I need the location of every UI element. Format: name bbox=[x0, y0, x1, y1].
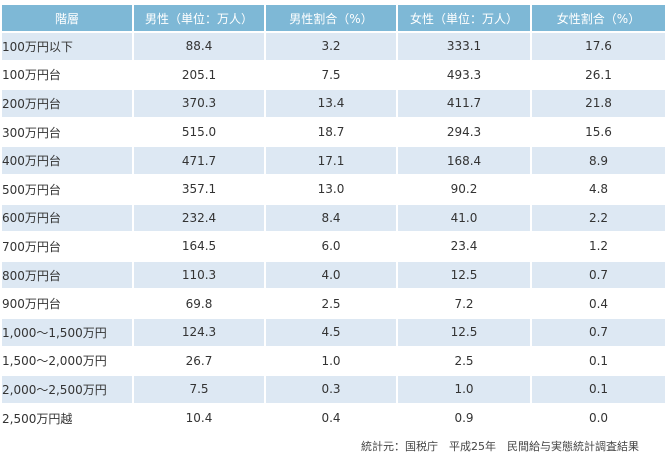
table-row: 700万円台 164.5 6.0 23.4 1.2 bbox=[2, 233, 665, 260]
row-female-count: 294.3 bbox=[446, 125, 482, 140]
row-male-ratio: 13.0 bbox=[317, 182, 345, 197]
header-female-ratio: 女性割合（%） bbox=[532, 5, 665, 31]
table-row: 900万円台 69.8 2.5 7.2 0.4 bbox=[2, 290, 665, 317]
row-male-count: 205.1 bbox=[181, 67, 217, 82]
row-female-count: 7.2 bbox=[454, 296, 474, 311]
row-male-count: 357.1 bbox=[181, 182, 217, 197]
row-female-count: 41.0 bbox=[398, 204, 530, 232]
row-bracket: 400万円台 bbox=[2, 147, 132, 174]
row-bracket: 800万円台 bbox=[2, 261, 132, 289]
row-male-ratio: 7.5 bbox=[321, 67, 341, 82]
row-female-ratio: 0.1 bbox=[532, 376, 665, 403]
row-female-ratio: 17.6 bbox=[532, 33, 665, 60]
row-male-ratio: 13.4 bbox=[266, 90, 396, 117]
table-row: 600万円台 232.4 8.4 41.0 2.2 bbox=[2, 204, 665, 232]
row-male-ratio: 4.0 bbox=[266, 261, 396, 289]
row-male-count: 69.8 bbox=[185, 296, 213, 311]
header-income-bracket: 階層 bbox=[2, 5, 132, 31]
row-female-count: 168.4 bbox=[398, 147, 530, 174]
row-bracket: 2,500万円越 bbox=[2, 411, 73, 426]
row-male-ratio: 4.5 bbox=[266, 318, 396, 346]
row-female-ratio: 0.1 bbox=[588, 353, 609, 368]
row-male-count: 88.4 bbox=[134, 33, 264, 60]
table-row: 100万円以下 88.4 3.2 333.1 17.6 bbox=[2, 33, 665, 60]
row-bracket: 2,000～2,500万円 bbox=[2, 376, 132, 403]
table-row: 400万円台 471.7 17.1 168.4 8.9 bbox=[2, 147, 665, 174]
row-bracket: 1,000～1,500万円 bbox=[2, 318, 132, 346]
row-bracket: 900万円台 bbox=[2, 297, 61, 312]
row-male-count: 110.3 bbox=[134, 261, 264, 289]
table-row: 100万円台 205.1 7.5 493.3 26.1 bbox=[2, 62, 665, 89]
table-row: 2,000～2,500万円 7.5 0.3 1.0 0.1 bbox=[2, 376, 665, 403]
row-male-ratio: 17.1 bbox=[266, 147, 396, 174]
income-distribution-table: 階層 男性（単位：万人） 男性割合（%） 女性（単位：万人） 女性割合（%） 1… bbox=[0, 3, 665, 433]
table-row: 800万円台 110.3 4.0 12.5 0.7 bbox=[2, 261, 665, 289]
row-male-count: 515.0 bbox=[181, 125, 217, 140]
row-bracket: 1,500～2,000万円 bbox=[2, 354, 107, 369]
source-note: 統計元：国税庁 平成25年 民間給与実態統計調査結果 bbox=[361, 440, 639, 453]
row-female-ratio: 0.7 bbox=[532, 318, 665, 346]
row-bracket: 300万円台 bbox=[2, 125, 61, 140]
table-row: 1,500～2,000万円 26.7 1.0 2.5 0.1 bbox=[2, 348, 665, 375]
table-row: 1,000～1,500万円 124.3 4.5 12.5 0.7 bbox=[2, 318, 665, 346]
table-row: 300万円台 515.0 18.7 294.3 15.6 bbox=[2, 119, 665, 146]
row-female-ratio: 4.8 bbox=[588, 182, 609, 197]
row-female-count: 23.4 bbox=[450, 239, 478, 254]
row-female-count: 90.2 bbox=[450, 182, 478, 197]
header-female-count: 女性（単位：万人） bbox=[398, 5, 530, 31]
row-female-count: 0.9 bbox=[454, 411, 474, 426]
row-male-count: 10.4 bbox=[185, 411, 213, 426]
row-female-ratio: 0.0 bbox=[588, 411, 609, 426]
row-bracket: 600万円台 bbox=[2, 204, 132, 232]
row-bracket: 700万円台 bbox=[2, 239, 61, 254]
row-female-count: 2.5 bbox=[454, 353, 474, 368]
row-bracket: 200万円台 bbox=[2, 90, 132, 117]
row-female-ratio: 26.1 bbox=[585, 67, 612, 82]
row-male-count: 124.3 bbox=[134, 318, 264, 346]
row-female-ratio: 2.2 bbox=[532, 204, 665, 232]
row-female-count: 1.0 bbox=[398, 376, 530, 403]
row-male-ratio: 2.5 bbox=[321, 296, 341, 311]
header-male-count: 男性（単位：万人） bbox=[134, 5, 264, 31]
row-male-count: 26.7 bbox=[185, 353, 213, 368]
income-table-container: 階層 男性（単位：万人） 男性割合（%） 女性（単位：万人） 女性割合（%） 1… bbox=[0, 3, 665, 433]
row-male-count: 7.5 bbox=[134, 376, 264, 403]
row-bracket: 100万円台 bbox=[2, 68, 61, 83]
row-female-count: 493.3 bbox=[446, 67, 482, 82]
row-female-ratio: 0.7 bbox=[532, 261, 665, 289]
row-male-ratio: 18.7 bbox=[317, 125, 345, 140]
row-male-count: 370.3 bbox=[134, 90, 264, 117]
row-male-ratio: 0.3 bbox=[266, 376, 396, 403]
row-male-ratio: 6.0 bbox=[321, 239, 341, 254]
table-row: 200万円台 370.3 13.4 411.7 21.8 bbox=[2, 90, 665, 117]
row-male-count: 471.7 bbox=[134, 147, 264, 174]
row-female-count: 12.5 bbox=[398, 261, 530, 289]
row-female-ratio: 15.6 bbox=[585, 125, 612, 140]
row-bracket: 500万円台 bbox=[2, 182, 61, 197]
table-row: 2,500万円越 10.4 0.4 0.9 0.0 bbox=[2, 405, 665, 432]
row-male-count: 164.5 bbox=[181, 239, 217, 254]
row-male-ratio: 0.4 bbox=[321, 411, 341, 426]
row-male-ratio: 1.0 bbox=[321, 353, 341, 368]
row-female-count: 12.5 bbox=[398, 318, 530, 346]
row-female-ratio: 8.9 bbox=[532, 147, 665, 174]
row-bracket: 100万円以下 bbox=[2, 33, 132, 60]
row-female-ratio: 0.4 bbox=[588, 296, 609, 311]
table-row: 500万円台 357.1 13.0 90.2 4.8 bbox=[2, 176, 665, 203]
row-female-ratio: 21.8 bbox=[532, 90, 665, 117]
row-female-count: 333.1 bbox=[398, 33, 530, 60]
header-male-ratio: 男性割合（%） bbox=[266, 5, 396, 31]
row-male-ratio: 8.4 bbox=[266, 204, 396, 232]
row-female-ratio: 1.2 bbox=[588, 239, 609, 254]
row-female-count: 411.7 bbox=[398, 90, 530, 117]
table-header-row: 階層 男性（単位：万人） 男性割合（%） 女性（単位：万人） 女性割合（%） bbox=[2, 5, 665, 31]
row-male-ratio: 3.2 bbox=[266, 33, 396, 60]
row-male-count: 232.4 bbox=[134, 204, 264, 232]
